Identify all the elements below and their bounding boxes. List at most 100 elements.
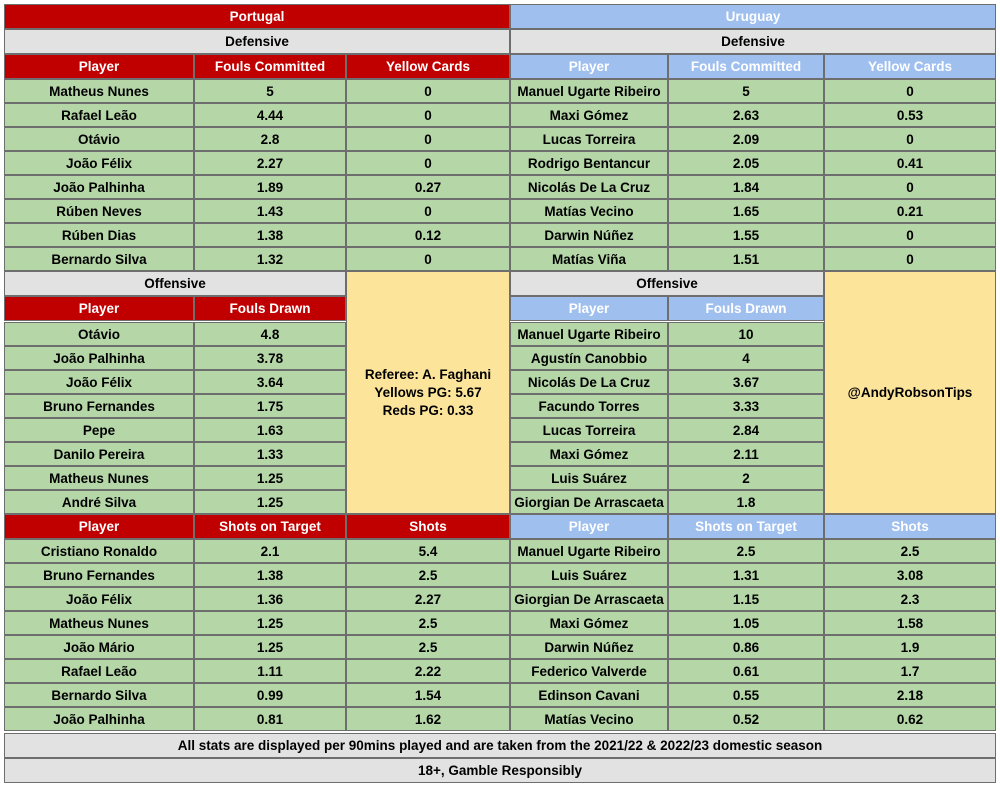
footer-note: All stats are displayed per 90mins playe… [4,733,996,758]
uruguay-offensive-title: Offensive [510,271,824,296]
uruguay-shots-header-2: Shots [824,514,996,539]
portugal-offensive-cell: Otávio [4,322,194,346]
uruguay-defensive-cell: Manuel Ugarte Ribeiro [510,79,668,103]
uruguay-shots-cell: Matías Vecino [510,707,668,731]
uruguay-defensive-cell: 1.84 [668,175,824,199]
portugal-shots-cell: 2.27 [346,587,510,611]
portugal-defensive-cell: 0 [346,79,510,103]
portugal-offensive-cell: 1.63 [194,418,346,442]
uruguay-defensive-cell: 0 [824,247,996,271]
portugal-offensive-header-1: Fouls Drawn [194,296,346,321]
portugal-shots-cell: Cristiano Ronaldo [4,539,194,563]
portugal-offensive-cell: 3.78 [194,346,346,370]
portugal-defensive-cell: 4.44 [194,103,346,127]
referee-line1: Referee: A. Faghani [364,366,492,382]
portugal-defensive-title: Defensive [4,29,510,54]
portugal-offensive-cell: Bruno Fernandes [4,394,194,418]
uruguay-shots-cell: 1.31 [668,563,824,587]
portugal-offensive-cell: João Félix [4,370,194,394]
portugal-defensive-header-1: Fouls Committed [194,54,346,79]
uruguay-offensive-cell: Maxi Gómez [510,442,668,466]
social-handle: @AndyRobsonTips [824,271,996,514]
uruguay-shots-cell: 0.86 [668,635,824,659]
uruguay-defensive-header-1: Fouls Committed [668,54,824,79]
portugal-shots-cell: 1.62 [346,707,510,731]
uruguay-defensive-cell: Rodrigo Bentancur [510,151,668,175]
portugal-defensive-cell: 0 [346,103,510,127]
uruguay-defensive-cell: Lucas Torreira [510,127,668,151]
uruguay-defensive-cell: 1.51 [668,247,824,271]
portugal-defensive-cell: 2.8 [194,127,346,151]
uruguay-offensive-cell: Facundo Torres [510,394,668,418]
uruguay-defensive-cell: Matías Viña [510,247,668,271]
portugal-offensive-cell: 1.33 [194,442,346,466]
uruguay-shots-cell: 1.9 [824,635,996,659]
portugal-shots-cell: 1.11 [194,659,346,683]
uruguay-shots-cell: 1.58 [824,611,996,635]
uruguay-offensive-header-0: Player [510,296,668,321]
portugal-shots-cell: Bruno Fernandes [4,563,194,587]
uruguay-defensive-cell: Nicolás De La Cruz [510,175,668,199]
uruguay-offensive-cell: 3.33 [668,394,824,418]
uruguay-defensive-cell: Darwin Núñez [510,223,668,247]
referee-line2: Yellows PG: 5.67 [374,384,482,400]
portugal-defensive-cell: 0 [346,127,510,151]
portugal-offensive-cell: Matheus Nunes [4,466,194,490]
referee-info-box: Referee: A. Faghani Yellows PG: 5.67 Reds … [346,271,510,514]
uruguay-shots-cell: 2.5 [668,539,824,563]
portugal-offensive-cell: Danilo Pereira [4,442,194,466]
uruguay-offensive-cell: Manuel Ugarte Ribeiro [510,322,668,346]
portugal-defensive-cell: 2.27 [194,151,346,175]
portugal-defensive-cell: Otávio [4,127,194,151]
portugal-offensive-title: Offensive [4,271,346,296]
uruguay-offensive-header-1: Fouls Drawn [668,296,824,321]
uruguay-shots-header-0: Player [510,514,668,539]
portugal-shots-cell: Bernardo Silva [4,683,194,707]
uruguay-team-header: Uruguay [510,4,996,29]
portugal-offensive-cell: 1.25 [194,466,346,490]
uruguay-defensive-cell: 2.09 [668,127,824,151]
uruguay-defensive-cell: 0 [824,79,996,103]
uruguay-offensive-cell: 10 [668,322,824,346]
portugal-shots-cell: 1.25 [194,635,346,659]
uruguay-defensive-cell: 1.65 [668,199,824,223]
portugal-defensive-cell: João Palhinha [4,175,194,199]
uruguay-defensive-cell: 0 [824,127,996,151]
portugal-defensive-cell: 0 [346,199,510,223]
uruguay-shots-cell: Giorgian De Arrascaeta [510,587,668,611]
portugal-defensive-cell: 0 [346,247,510,271]
uruguay-offensive-cell: Nicolás De La Cruz [510,370,668,394]
uruguay-shots-cell: Federico Valverde [510,659,668,683]
portugal-shots-cell: Rafael Leão [4,659,194,683]
uruguay-shots-cell: 0.52 [668,707,824,731]
uruguay-shots-cell: Manuel Ugarte Ribeiro [510,539,668,563]
portugal-defensive-cell: 0.12 [346,223,510,247]
uruguay-shots-cell: Luis Suárez [510,563,668,587]
uruguay-offensive-cell: 2 [668,466,824,490]
uruguay-defensive-cell: 0.41 [824,151,996,175]
portugal-shots-cell: 0.81 [194,707,346,731]
portugal-defensive-cell: 5 [194,79,346,103]
uruguay-defensive-cell: 1.55 [668,223,824,247]
portugal-offensive-cell: 1.75 [194,394,346,418]
uruguay-shots-cell: 1.7 [824,659,996,683]
portugal-defensive-cell: Bernardo Silva [4,247,194,271]
uruguay-offensive-cell: 4 [668,346,824,370]
uruguay-offensive-cell: 3.67 [668,370,824,394]
uruguay-shots-cell: 0.55 [668,683,824,707]
uruguay-shots-cell: 0.62 [824,707,996,731]
uruguay-shots-cell: 2.5 [824,539,996,563]
portugal-shots-header-2: Shots [346,514,510,539]
uruguay-offensive-cell: 2.11 [668,442,824,466]
portugal-shots-cell: 1.38 [194,563,346,587]
uruguay-shots-cell: 2.18 [824,683,996,707]
portugal-offensive-cell: Pepe [4,418,194,442]
portugal-shots-cell: João Mário [4,635,194,659]
portugal-shots-cell: 2.5 [346,563,510,587]
portugal-shots-cell: 1.54 [346,683,510,707]
portugal-shots-cell: 0.99 [194,683,346,707]
uruguay-offensive-cell: Lucas Torreira [510,418,668,442]
portugal-shots-header-1: Shots on Target [194,514,346,539]
uruguay-offensive-cell: Giorgian De Arrascaeta [510,490,668,514]
portugal-team-header: Portugal [4,4,510,29]
